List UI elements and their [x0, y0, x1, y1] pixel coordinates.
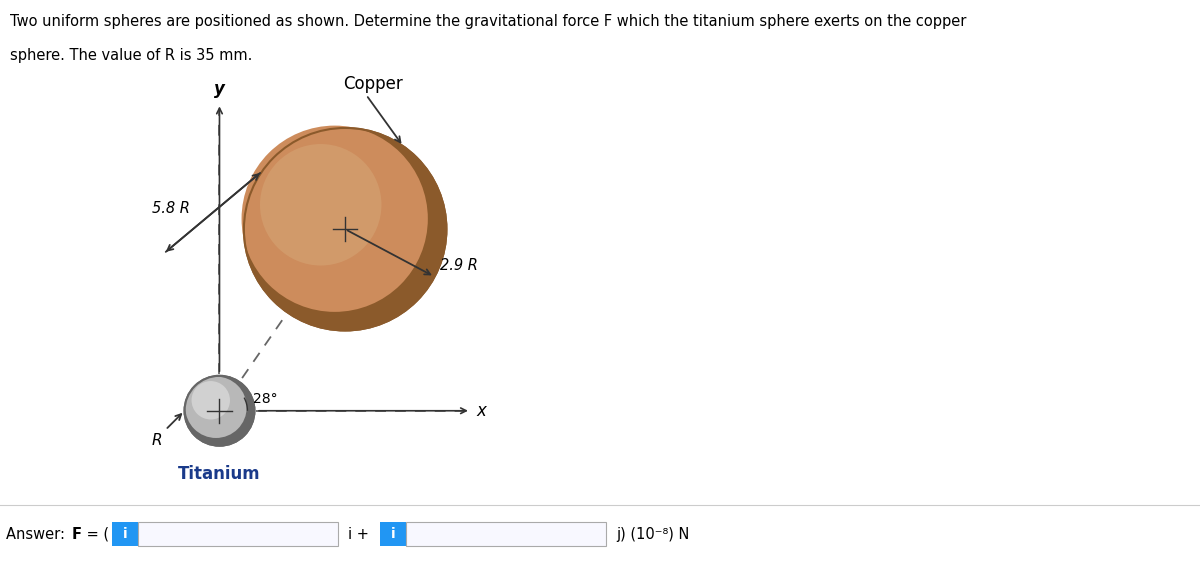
- Text: F: F: [72, 527, 82, 542]
- Circle shape: [185, 376, 254, 446]
- Circle shape: [192, 381, 230, 419]
- Circle shape: [244, 128, 446, 331]
- Circle shape: [185, 376, 247, 438]
- Text: Copper: Copper: [343, 75, 403, 93]
- Circle shape: [260, 144, 382, 266]
- Text: R: R: [151, 433, 162, 449]
- Text: 28°: 28°: [253, 392, 277, 406]
- Text: sphere. The value of R is 35 mm.: sphere. The value of R is 35 mm.: [10, 48, 252, 63]
- Text: = (: = (: [82, 527, 109, 542]
- Text: Two uniform spheres are positioned as shown. Determine the gravitational force F: Two uniform spheres are positioned as sh…: [10, 14, 966, 29]
- Text: Answer:: Answer:: [6, 527, 70, 542]
- Bar: [138, 522, 338, 546]
- Bar: [406, 522, 606, 546]
- Text: 2.9 R: 2.9 R: [439, 258, 478, 273]
- Text: x: x: [476, 402, 486, 420]
- Text: Titanium: Titanium: [178, 465, 260, 483]
- Bar: [112, 522, 138, 546]
- Text: i +: i +: [348, 527, 368, 542]
- Text: i: i: [391, 527, 395, 541]
- Text: i: i: [122, 527, 127, 541]
- Text: j) (10⁻⁸) N: j) (10⁻⁸) N: [616, 527, 689, 542]
- Bar: [380, 522, 406, 546]
- Circle shape: [241, 125, 428, 312]
- Text: 5.8 R: 5.8 R: [152, 201, 190, 216]
- Text: y: y: [214, 80, 224, 98]
